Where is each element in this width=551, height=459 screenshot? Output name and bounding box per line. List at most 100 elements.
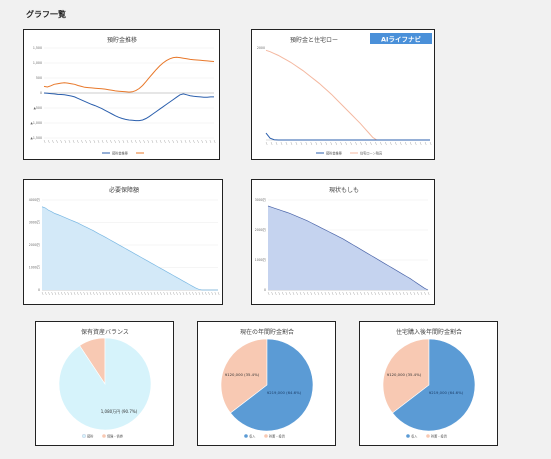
x-tick xyxy=(320,141,323,146)
legend-swatch-income xyxy=(244,434,248,438)
x-tick xyxy=(285,141,288,146)
x-tick xyxy=(305,141,308,146)
x-tick xyxy=(93,291,95,296)
x-tick xyxy=(163,291,165,296)
x-tick xyxy=(409,141,412,146)
required-coverage-chart: 必要保障額 0 1000万 2000万 3000万 4000万 xyxy=(29,186,220,296)
x-tick xyxy=(289,291,291,296)
x-tick xyxy=(299,291,302,296)
x-tick xyxy=(89,291,92,296)
legend-swatch-insurance xyxy=(102,434,106,438)
x-tick xyxy=(52,139,54,144)
x-tick xyxy=(166,291,169,296)
x-tick xyxy=(315,141,318,146)
x-tick xyxy=(310,141,313,146)
x-tick xyxy=(77,291,79,296)
x-tick xyxy=(188,139,191,144)
x-tick xyxy=(125,291,127,296)
legend-label-savings: 預貯金推移 xyxy=(112,150,129,155)
x-tick xyxy=(164,139,166,144)
x-tick xyxy=(335,141,337,146)
just-in-case-chart: 現状もしも 0 1000万 2000万 3000万 xyxy=(255,186,430,296)
x-tick xyxy=(184,139,187,144)
x-tick xyxy=(356,291,359,296)
asset-balance-card: 保有資産バランス 1,080万円 (90.7%) 預貯 保険・債券 xyxy=(35,321,174,446)
y-tick-label: 2000 xyxy=(257,46,265,50)
x-tick xyxy=(346,291,348,296)
x-tick xyxy=(214,291,217,296)
x-tick xyxy=(353,291,355,296)
x-tick xyxy=(201,139,203,144)
x-tick xyxy=(349,291,352,296)
x-tick xyxy=(118,139,120,144)
x-tick xyxy=(139,139,141,144)
legend: 収入 貯蓄・投資 xyxy=(244,433,285,438)
x-tick xyxy=(381,291,384,296)
x-tick xyxy=(141,291,143,296)
x-tick xyxy=(209,139,212,144)
x-tick xyxy=(114,139,116,144)
pie-slice xyxy=(220,338,268,414)
x-tick xyxy=(60,139,62,144)
x-tick xyxy=(130,139,133,144)
x-tick xyxy=(77,139,79,144)
x-tick xyxy=(201,291,204,296)
x-tick xyxy=(424,141,427,146)
x-tick xyxy=(61,291,63,296)
x-tick xyxy=(182,291,185,296)
x-tick xyxy=(374,291,377,296)
x-tick xyxy=(118,291,121,296)
chart-title: 保有資産バランス xyxy=(81,328,129,336)
x-tick xyxy=(331,291,334,296)
x-tick xyxy=(115,291,117,296)
x-tick xyxy=(275,141,278,146)
legend-swatch-savings xyxy=(426,434,430,438)
x-tick xyxy=(328,291,330,296)
x-tick xyxy=(122,139,125,144)
x-tick xyxy=(147,139,150,144)
x-tick xyxy=(290,141,293,146)
x-tick xyxy=(137,291,140,296)
x-tick xyxy=(271,291,273,296)
x-tick xyxy=(310,291,313,296)
pie-slice xyxy=(230,338,314,432)
x-tick xyxy=(317,291,320,296)
required-coverage-card: 必要保障額 0 1000万 2000万 3000万 4000万 xyxy=(23,179,223,305)
x-tick xyxy=(385,291,387,296)
y-tick-label: 1,500 xyxy=(33,46,42,50)
legend-label-savings: 預貯金推移 xyxy=(326,150,343,155)
x-tick xyxy=(97,139,100,144)
pie-slice xyxy=(58,337,152,431)
pie-slice xyxy=(382,338,430,414)
badge-text: AIライフナビ xyxy=(381,34,421,43)
post-purchase-savings-ratio-card: 住宅購入後年間貯金割合 ¥120,000 (35.4%) ¥219,000 (6… xyxy=(359,321,498,446)
x-tick xyxy=(300,141,303,146)
x-tick xyxy=(211,291,213,296)
x-tick xyxy=(213,139,216,144)
x-tick xyxy=(85,139,87,144)
x-tick xyxy=(400,141,402,146)
x-tick xyxy=(96,291,98,296)
y-tick-label: 3000万 xyxy=(29,221,40,225)
x-tick xyxy=(380,141,382,146)
x-tick xyxy=(193,139,195,144)
x-tick xyxy=(144,291,146,296)
chart-title: 預貯金推移 xyxy=(107,36,137,44)
x-tick xyxy=(413,291,416,296)
x-tick xyxy=(350,141,352,146)
y-tick-label: 500 xyxy=(36,76,42,80)
x-tick xyxy=(360,141,362,146)
savings-vs-mortgage-chart: 預貯金と住宅ロー AIライフナビ 預貯金推移 住宅ローン残高 2000 xyxy=(257,33,432,155)
x-tick xyxy=(278,291,281,296)
x-tick xyxy=(47,139,50,144)
y-tick-label: 0 xyxy=(40,91,42,95)
legend-label-insurance: 保険・債券 xyxy=(107,433,124,438)
x-tick xyxy=(303,291,305,296)
x-tick xyxy=(267,291,270,296)
x-tick xyxy=(155,139,158,144)
x-tick xyxy=(54,291,57,296)
x-tick xyxy=(274,291,277,296)
chart-title: 現在の年間貯金割合 xyxy=(240,328,294,336)
x-tick xyxy=(45,291,47,296)
ai-life-navi-badge[interactable]: AIライフナビ xyxy=(370,33,432,44)
